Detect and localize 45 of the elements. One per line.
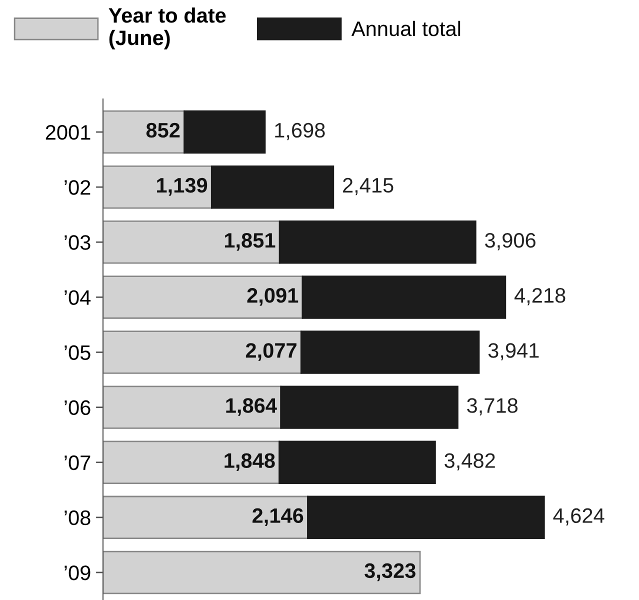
y-tick-label: ’09 <box>64 565 90 580</box>
bar <box>307 496 545 540</box>
bar <box>302 276 506 319</box>
data-label: 852 <box>146 122 180 138</box>
bar <box>103 165 212 209</box>
y-tick-label: ’07 <box>64 455 90 470</box>
y-tick-label: ’05 <box>64 345 90 360</box>
total-label: 4,218 <box>514 288 566 306</box>
legend-label: Annual total <box>351 20 460 36</box>
data-label: 2,091 <box>247 288 298 306</box>
bar <box>280 386 458 429</box>
total-label: 1,698 <box>275 122 325 140</box>
y-tick-label: ’08 <box>64 510 90 526</box>
total-label: 3,482 <box>444 453 495 470</box>
bar <box>278 220 476 264</box>
y-tick-label: 2001 <box>46 125 90 140</box>
y-tick-label: ’06 <box>64 400 90 416</box>
data-label: 1,139 <box>157 178 208 196</box>
bar <box>184 110 266 154</box>
bar <box>103 386 282 429</box>
bar <box>103 276 304 319</box>
bar <box>103 440 280 484</box>
bar <box>300 330 480 374</box>
legend-label: Year to date (June) <box>108 7 226 50</box>
total-label: 3,906 <box>485 232 536 250</box>
data-label: 1,864 <box>226 398 277 416</box>
bar <box>278 440 436 484</box>
data-label: 2,146 <box>252 508 304 526</box>
bar <box>103 496 308 540</box>
total-label: 3,718 <box>467 398 518 416</box>
data-label: 1,851 <box>224 232 276 251</box>
total-label: 4,624 <box>553 508 604 526</box>
total-label: 2,415 <box>343 178 394 196</box>
bar <box>210 165 334 209</box>
bar <box>103 110 185 154</box>
data-label: 3,323 <box>364 563 416 582</box>
bar <box>103 550 421 594</box>
y-tick-label: ’02 <box>64 180 90 195</box>
data-label: 2,077 <box>246 343 296 361</box>
bar <box>103 220 280 264</box>
data-label: 1,848 <box>224 453 275 471</box>
y-tick-label: ’03 <box>64 235 90 250</box>
y-tick-label: ’04 <box>64 290 91 305</box>
total-label: 3,941 <box>488 343 539 360</box>
bar <box>103 330 302 374</box>
